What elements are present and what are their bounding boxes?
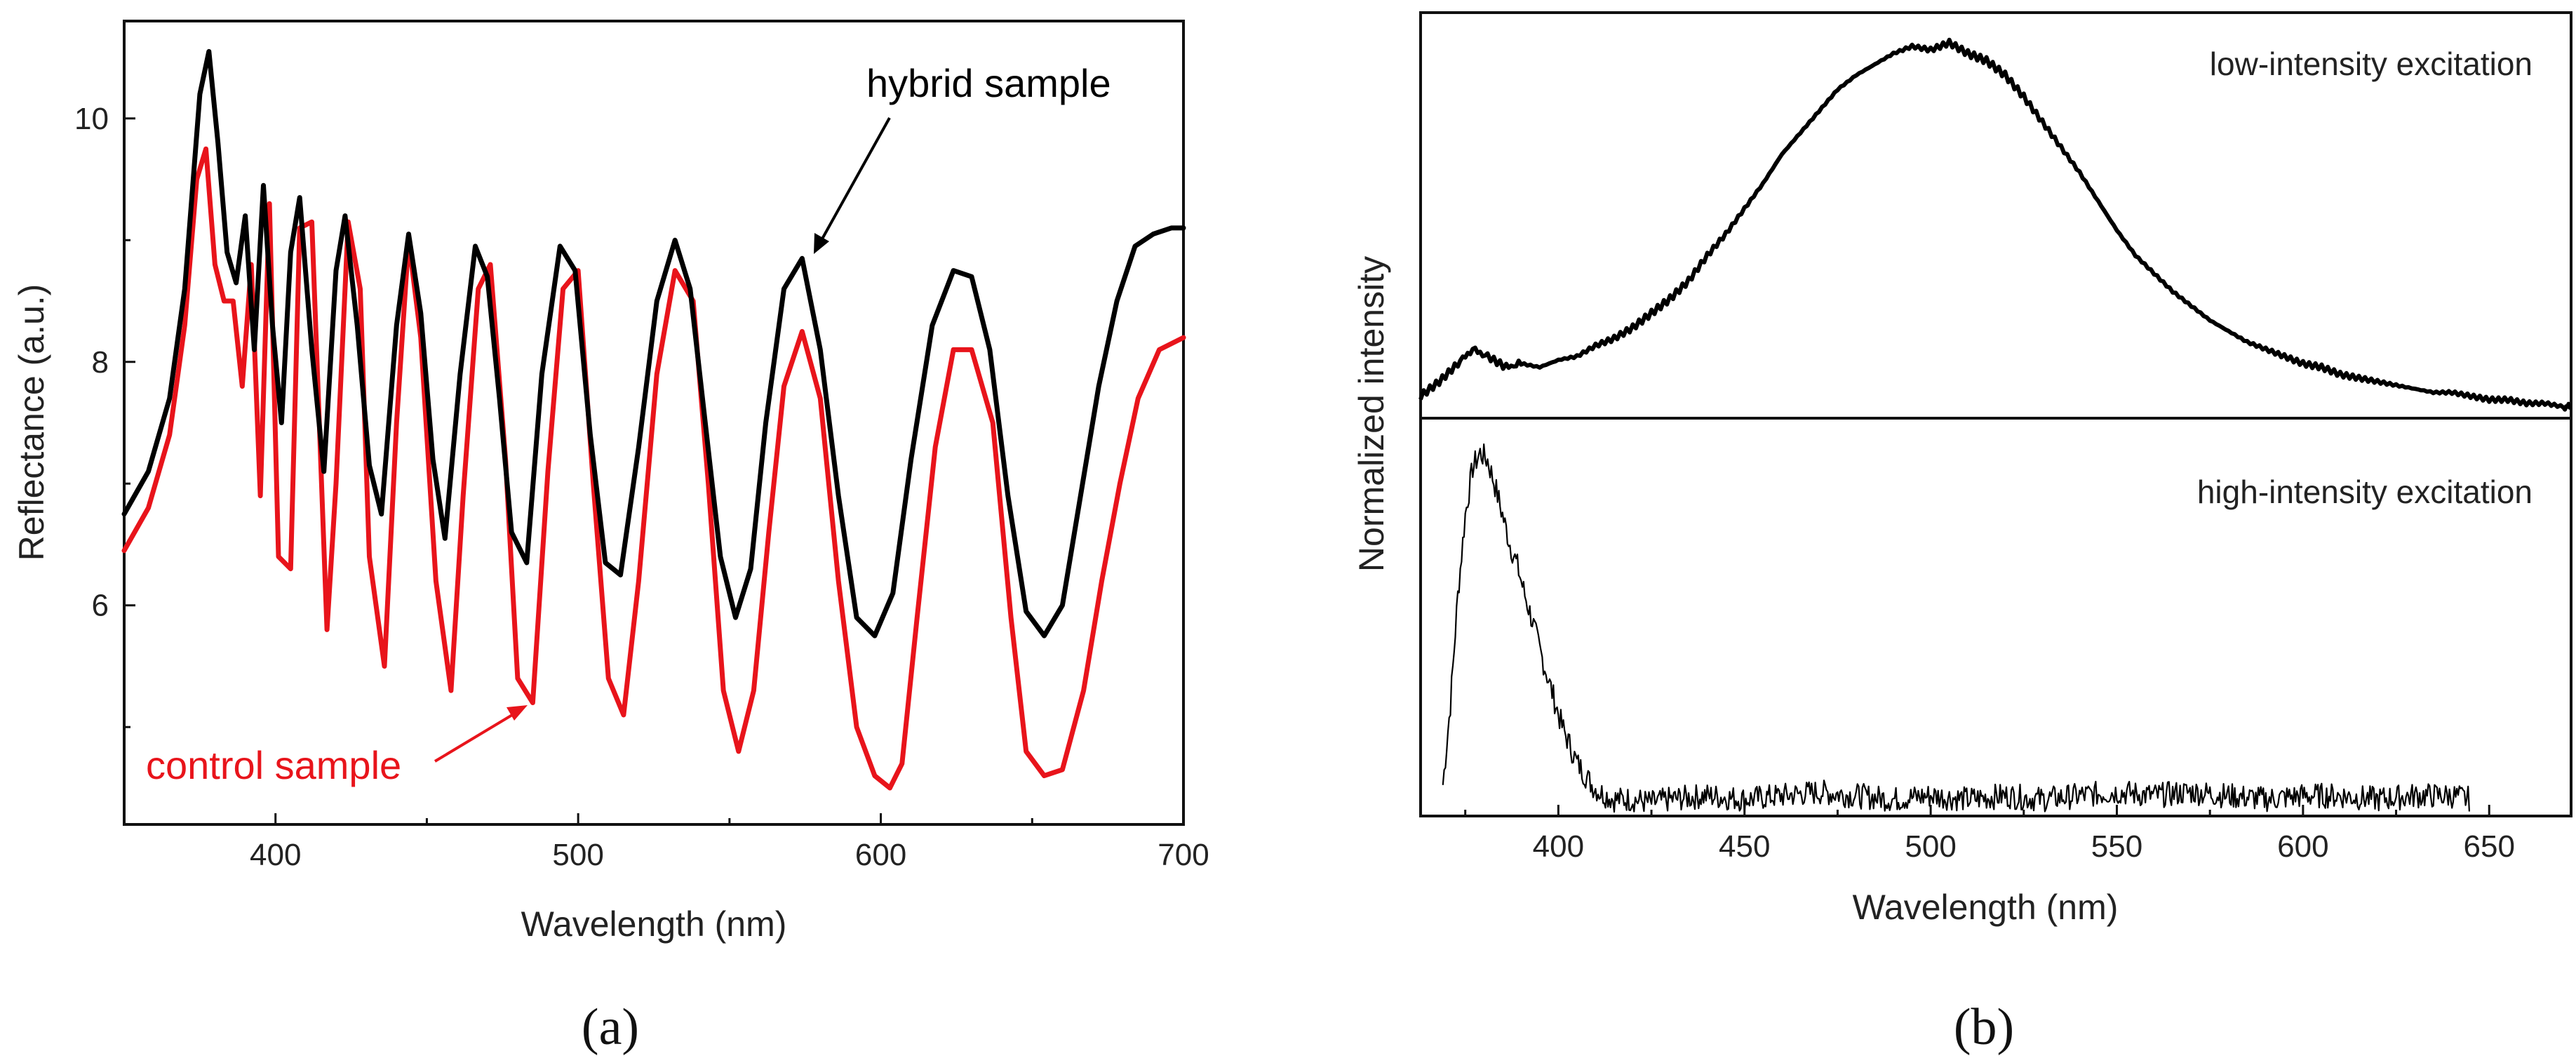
x-tick-label: 600 bbox=[855, 838, 906, 872]
b-x-tick-label: 500 bbox=[1905, 829, 1956, 864]
panel-b-x-label: Wavelength (nm) bbox=[1853, 888, 2119, 927]
control-sample-line bbox=[121, 146, 1186, 791]
panel-a-chart: 400 500 600 700 6 8 10 Wavelength (nm) Reflect… bbox=[12, 20, 1209, 944]
y-tick-label: 8 bbox=[92, 345, 109, 380]
b-x-tick-label: 600 bbox=[2277, 829, 2328, 864]
panel-a-frame bbox=[123, 20, 1185, 826]
panel-b-label: (b) bbox=[1954, 998, 2014, 1056]
b-x-tick-label: 650 bbox=[2464, 829, 2515, 864]
high-intensity-line bbox=[1442, 443, 2470, 813]
hybrid-sample-arrowhead bbox=[814, 233, 829, 254]
y-tick-label: 10 bbox=[74, 102, 109, 136]
control-sample-arrow bbox=[434, 707, 524, 763]
b-x-tick-label: 450 bbox=[1719, 829, 1770, 864]
panel-a-label: (a) bbox=[582, 998, 639, 1056]
panel-a-series bbox=[121, 48, 1186, 791]
panel-b-y-label: Normalized intensity bbox=[1352, 256, 1391, 572]
b-x-tick-label: 400 bbox=[1533, 829, 1584, 864]
panel-b-series bbox=[1418, 37, 2572, 813]
panel-b-frame bbox=[1419, 11, 2572, 817]
panel-b-chart: 400 450 500 550 600 650 low-intensity excitat… bbox=[1352, 11, 2572, 927]
panel-a-y-label: Reflectance (a.u.) bbox=[12, 284, 51, 561]
hybrid-sample-line bbox=[121, 48, 1186, 639]
control-sample-annotation: control sample bbox=[146, 743, 401, 787]
control-sample-arrowhead bbox=[507, 705, 528, 721]
hybrid-sample-arrow bbox=[816, 117, 891, 248]
low-intensity-label: low-intensity excitation bbox=[2210, 46, 2533, 82]
y-tick-label: 6 bbox=[92, 589, 109, 623]
x-tick-label: 700 bbox=[1158, 838, 1209, 872]
panel-a-ticks: 400 500 600 700 6 8 10 bbox=[74, 102, 1209, 872]
x-tick-label: 500 bbox=[552, 838, 603, 872]
panel-b-ticks: 400 450 500 550 600 650 bbox=[1464, 805, 2515, 864]
b-x-tick-label: 550 bbox=[2091, 829, 2142, 864]
x-tick-label: 400 bbox=[250, 838, 301, 872]
hybrid-sample-annotation: hybrid sample bbox=[866, 61, 1111, 105]
high-intensity-label: high-intensity excitation bbox=[2197, 474, 2533, 510]
panel-a-x-label: Wavelength (nm) bbox=[521, 904, 787, 944]
low-intensity-line bbox=[1418, 37, 2572, 412]
